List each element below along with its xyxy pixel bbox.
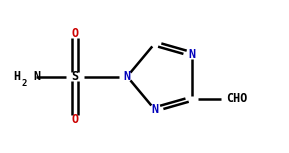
Text: H: H xyxy=(13,70,20,83)
Text: O: O xyxy=(72,27,79,40)
Text: O: O xyxy=(72,113,79,126)
Text: N: N xyxy=(151,103,158,116)
Text: 2: 2 xyxy=(22,79,27,88)
Text: S: S xyxy=(72,70,79,83)
Text: N: N xyxy=(33,70,40,83)
Text: CHO: CHO xyxy=(226,92,248,105)
Text: N: N xyxy=(189,48,196,61)
Text: N: N xyxy=(124,70,131,83)
